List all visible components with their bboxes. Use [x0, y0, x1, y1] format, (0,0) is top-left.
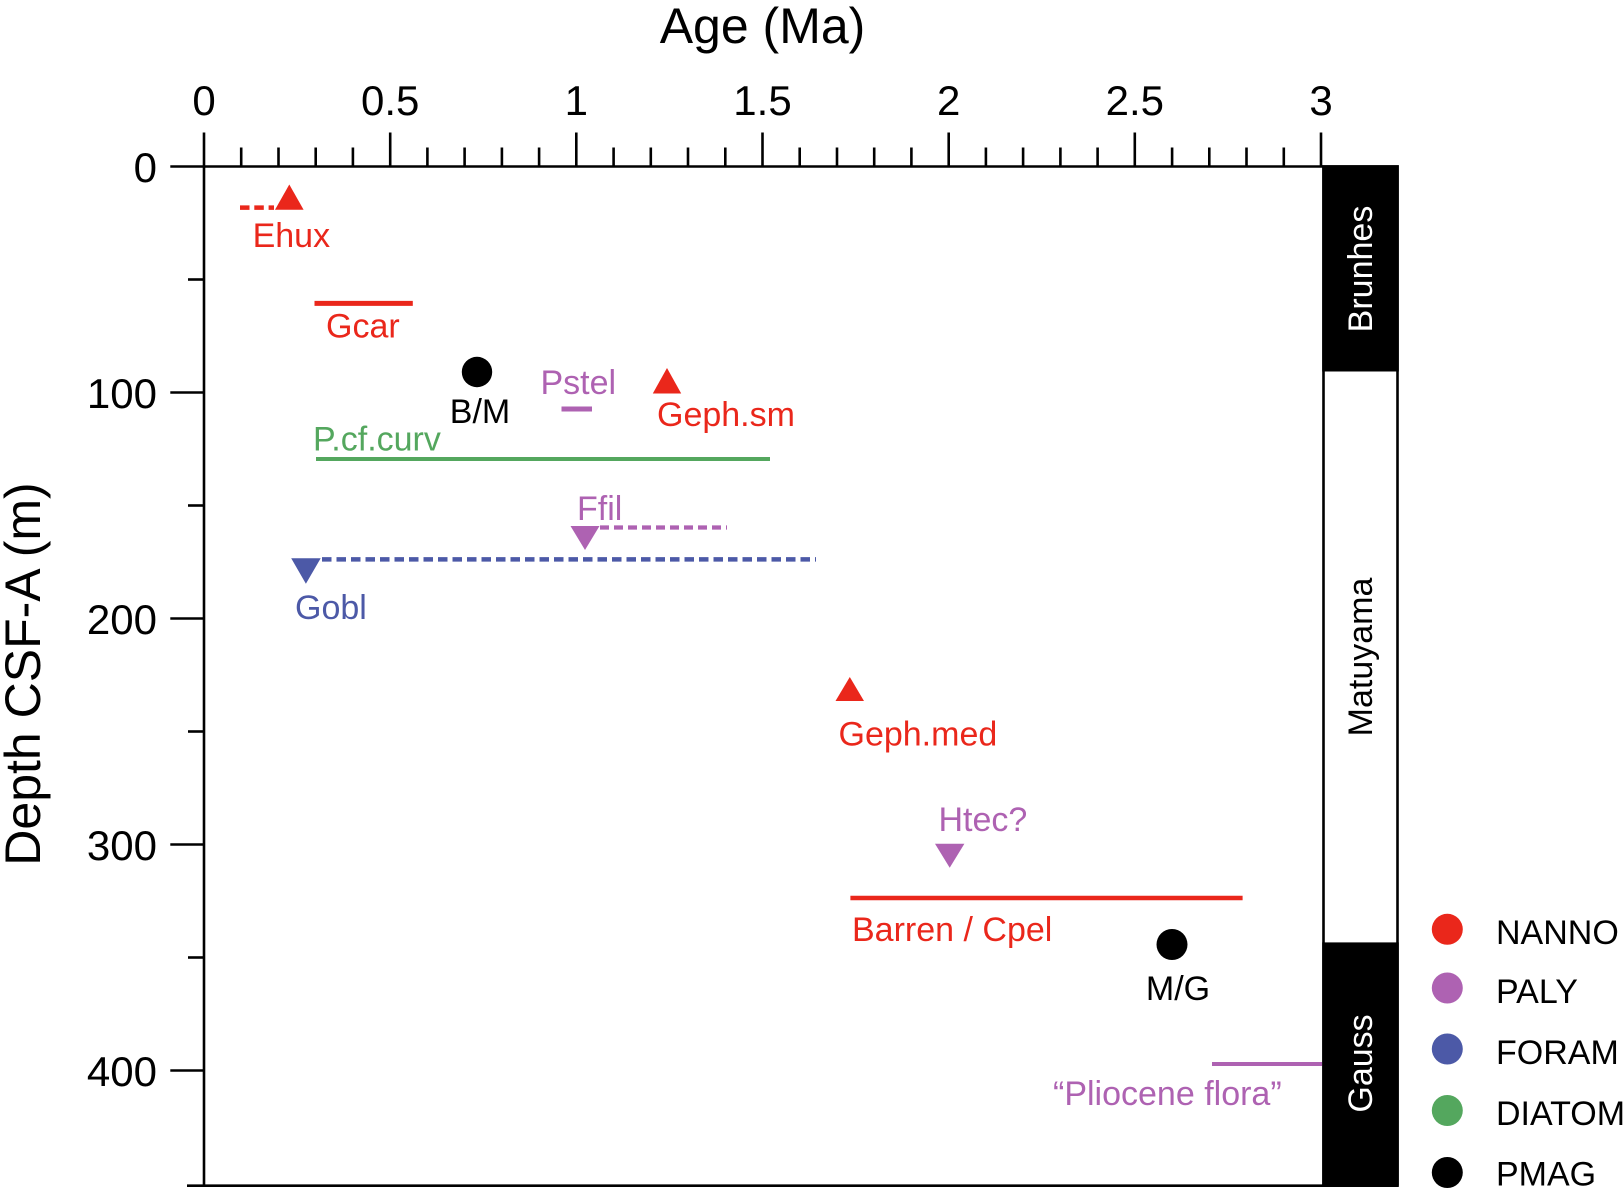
svg-text:PMAG: PMAG [1496, 1156, 1596, 1194]
svg-text:Ehux: Ehux [253, 217, 331, 255]
svg-text:2.5: 2.5 [1106, 77, 1164, 124]
svg-text:3: 3 [1309, 77, 1332, 124]
svg-text:400: 400 [87, 1048, 157, 1095]
svg-text:2: 2 [937, 77, 960, 124]
svg-text:DIATOM: DIATOM [1496, 1095, 1624, 1133]
svg-text:Ffil: Ffil [577, 490, 622, 528]
svg-text:NANNO: NANNO [1496, 914, 1619, 952]
svg-text:Pstel: Pstel [541, 364, 617, 402]
svg-text:0: 0 [192, 77, 215, 124]
svg-text:Gobl: Gobl [295, 589, 367, 627]
svg-text:FORAM: FORAM [1496, 1034, 1619, 1072]
svg-text:P.cf.curv: P.cf.curv [313, 421, 441, 459]
svg-text:100: 100 [87, 370, 157, 417]
svg-text:Barren / Cpel: Barren / Cpel [852, 911, 1052, 949]
svg-text:Htec?: Htec? [939, 801, 1028, 839]
svg-text:Geph.med: Geph.med [839, 716, 998, 754]
svg-text:1: 1 [565, 77, 588, 124]
svg-text:Gcar: Gcar [326, 308, 400, 346]
svg-text:Depth CSF-A (m): Depth CSF-A (m) [0, 482, 51, 865]
svg-text:1.5: 1.5 [733, 77, 791, 124]
svg-text:B/M: B/M [450, 393, 510, 431]
svg-text:200: 200 [87, 596, 157, 643]
svg-text:0.5: 0.5 [361, 77, 419, 124]
svg-text:Matuyama: Matuyama [1342, 578, 1380, 737]
svg-text:0: 0 [134, 144, 157, 191]
svg-text:300: 300 [87, 822, 157, 869]
svg-text:Geph.sm: Geph.sm [657, 396, 795, 434]
svg-text:PALY: PALY [1496, 973, 1578, 1011]
svg-text:Brunhes: Brunhes [1342, 206, 1380, 333]
svg-text:M/G: M/G [1146, 970, 1210, 1008]
svg-text:“Pliocene flora”: “Pliocene flora” [1053, 1075, 1282, 1113]
svg-text:Gauss: Gauss [1342, 1014, 1380, 1112]
svg-text:Age (Ma): Age (Ma) [660, 0, 866, 54]
